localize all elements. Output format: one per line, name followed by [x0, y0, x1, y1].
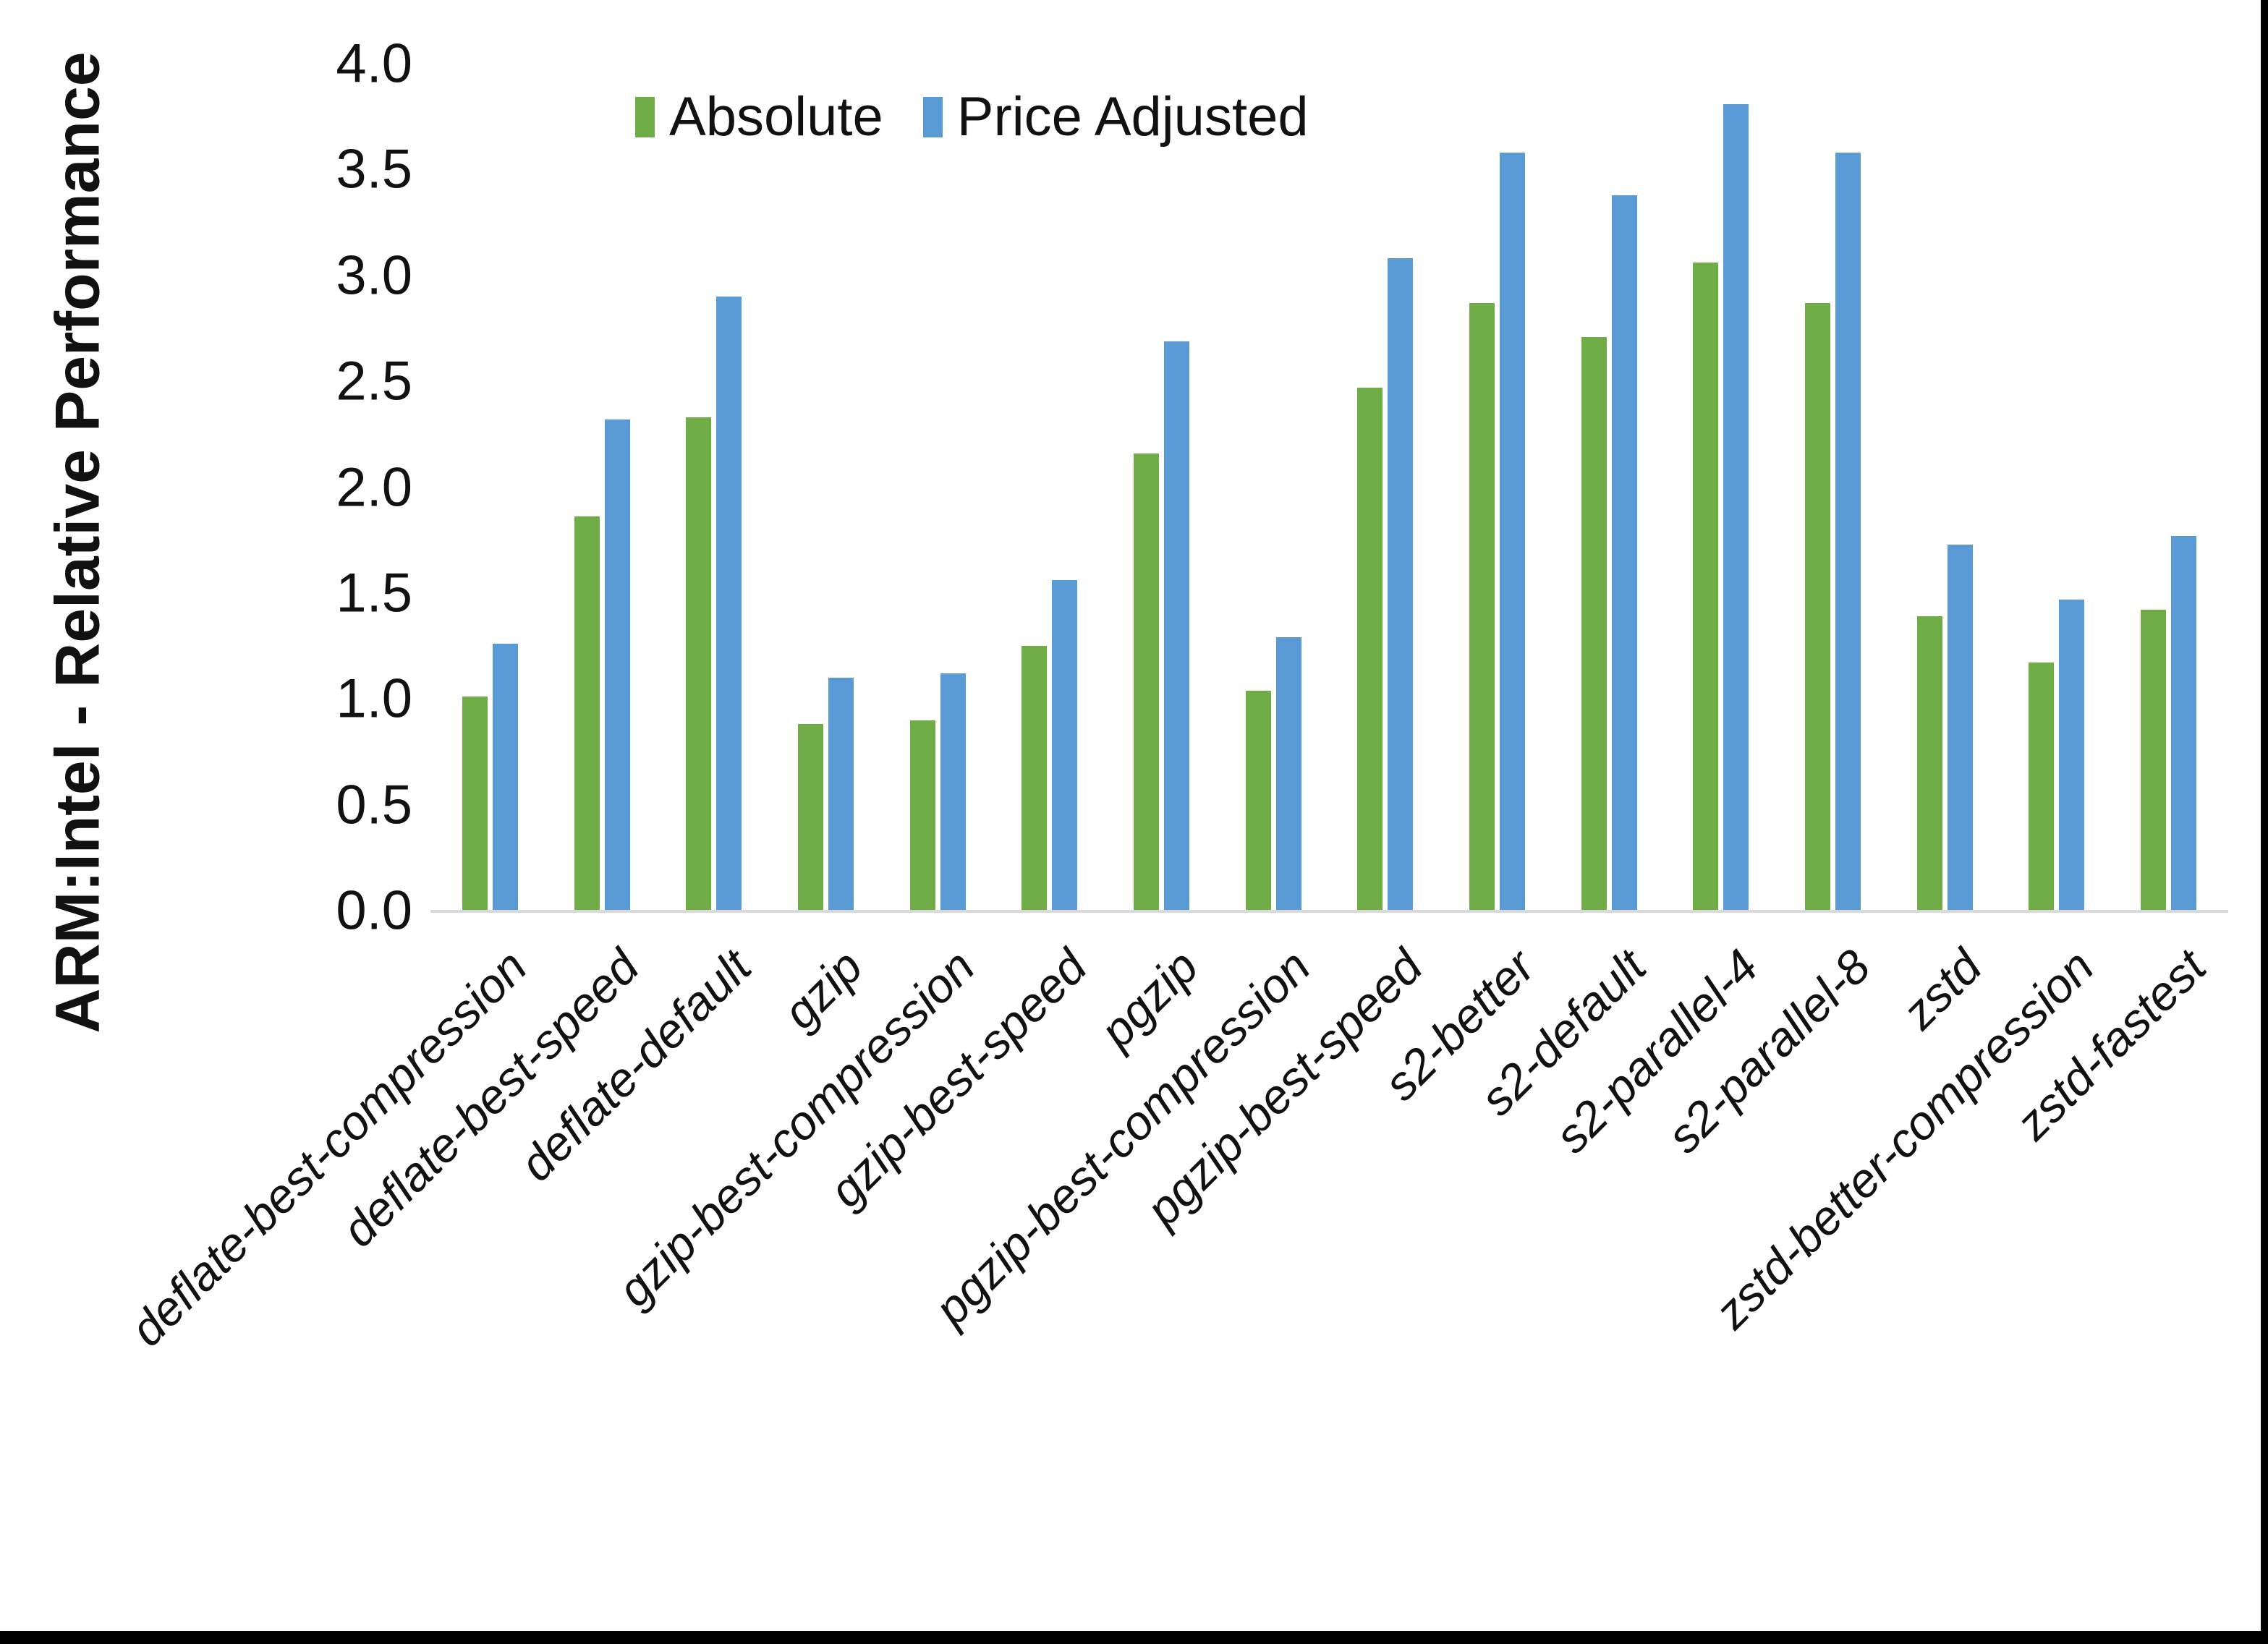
- legend-label-absolute: Absolute: [669, 86, 883, 148]
- y-tick-label-3.5: 3.5: [336, 138, 412, 200]
- bar-price-adjusted-gzip-best-speed: [1052, 580, 1078, 911]
- bar-absolute-gzip-best-compression: [909, 720, 935, 911]
- legend-label-price-adjusted: Price Adjusted: [956, 86, 1309, 148]
- bar-price-adjusted-s2-parallel-8: [1835, 152, 1861, 911]
- bar-price-adjusted-pgzip-best-compression: [1275, 637, 1301, 911]
- y-tick-label-1.0: 1.0: [336, 668, 412, 730]
- legend: Absolute Price Adjusted: [635, 85, 1309, 148]
- bar-absolute-deflate-best-speed: [574, 516, 600, 911]
- legend-swatch-absolute: [635, 96, 655, 137]
- bar-price-adjusted-zstd-better-compression: [2059, 599, 2085, 911]
- bar-absolute-s2-parallel-4: [1693, 263, 1719, 911]
- bar-price-adjusted-pgzip: [1163, 341, 1189, 911]
- y-tick-label-2.0: 2.0: [336, 456, 412, 518]
- legend-item-absolute: Absolute: [635, 85, 883, 148]
- bar-absolute-zstd: [1916, 616, 1942, 911]
- y-tick-label-3.0: 3.0: [336, 244, 412, 307]
- x-axis-line: [430, 910, 2228, 913]
- bar-price-adjusted-gzip: [828, 677, 854, 911]
- bar-absolute-gzip: [797, 724, 823, 911]
- bar-absolute-zstd-fastest: [2141, 610, 2167, 911]
- bar-absolute-gzip-best-speed: [1022, 646, 1048, 911]
- bar-price-adjusted-deflate-default: [716, 297, 742, 911]
- bar-price-adjusted-deflate-best-compression: [492, 644, 518, 911]
- bar-price-adjusted-gzip-best-compression: [940, 673, 966, 911]
- bar-absolute-s2-default: [1581, 336, 1607, 911]
- bar-price-adjusted-zstd-fastest: [2171, 535, 2197, 911]
- bar-absolute-deflate-default: [686, 417, 712, 911]
- y-tick-label-0.0: 0.0: [336, 880, 412, 942]
- y-tick-label-2.5: 2.5: [336, 350, 412, 412]
- y-axis-title: ARM:Intel - Relative Performance: [43, 51, 113, 1034]
- bar-price-adjusted-s2-default: [1611, 195, 1637, 911]
- legend-item-price-adjusted: Price Adjusted: [922, 85, 1309, 148]
- window-border-bottom: [0, 1631, 2268, 1644]
- y-tick-label-4.0: 4.0: [336, 33, 412, 95]
- y-tick-label-1.5: 1.5: [336, 562, 412, 624]
- bar-absolute-s2-better: [1469, 302, 1495, 911]
- bar-absolute-pgzip-best-compression: [1245, 690, 1271, 911]
- bar-absolute-s2-parallel-8: [1805, 302, 1831, 911]
- bar-absolute-pgzip: [1133, 453, 1159, 911]
- bar-absolute-pgzip-best-speed: [1357, 387, 1383, 911]
- y-tick-label-0.5: 0.5: [336, 774, 412, 836]
- window-border-right: [2261, 0, 2268, 1644]
- bar-price-adjusted-zstd: [1947, 544, 1973, 911]
- bar-absolute-deflate-best-compression: [462, 697, 488, 911]
- bar-price-adjusted-s2-parallel-4: [1723, 103, 1749, 911]
- bar-price-adjusted-s2-better: [1500, 152, 1526, 911]
- bar-price-adjusted-deflate-best-speed: [604, 419, 630, 911]
- bar-price-adjusted-pgzip-best-speed: [1388, 258, 1414, 911]
- bar-absolute-zstd-better-compression: [2029, 663, 2055, 911]
- legend-swatch-price-adjusted: [922, 96, 943, 137]
